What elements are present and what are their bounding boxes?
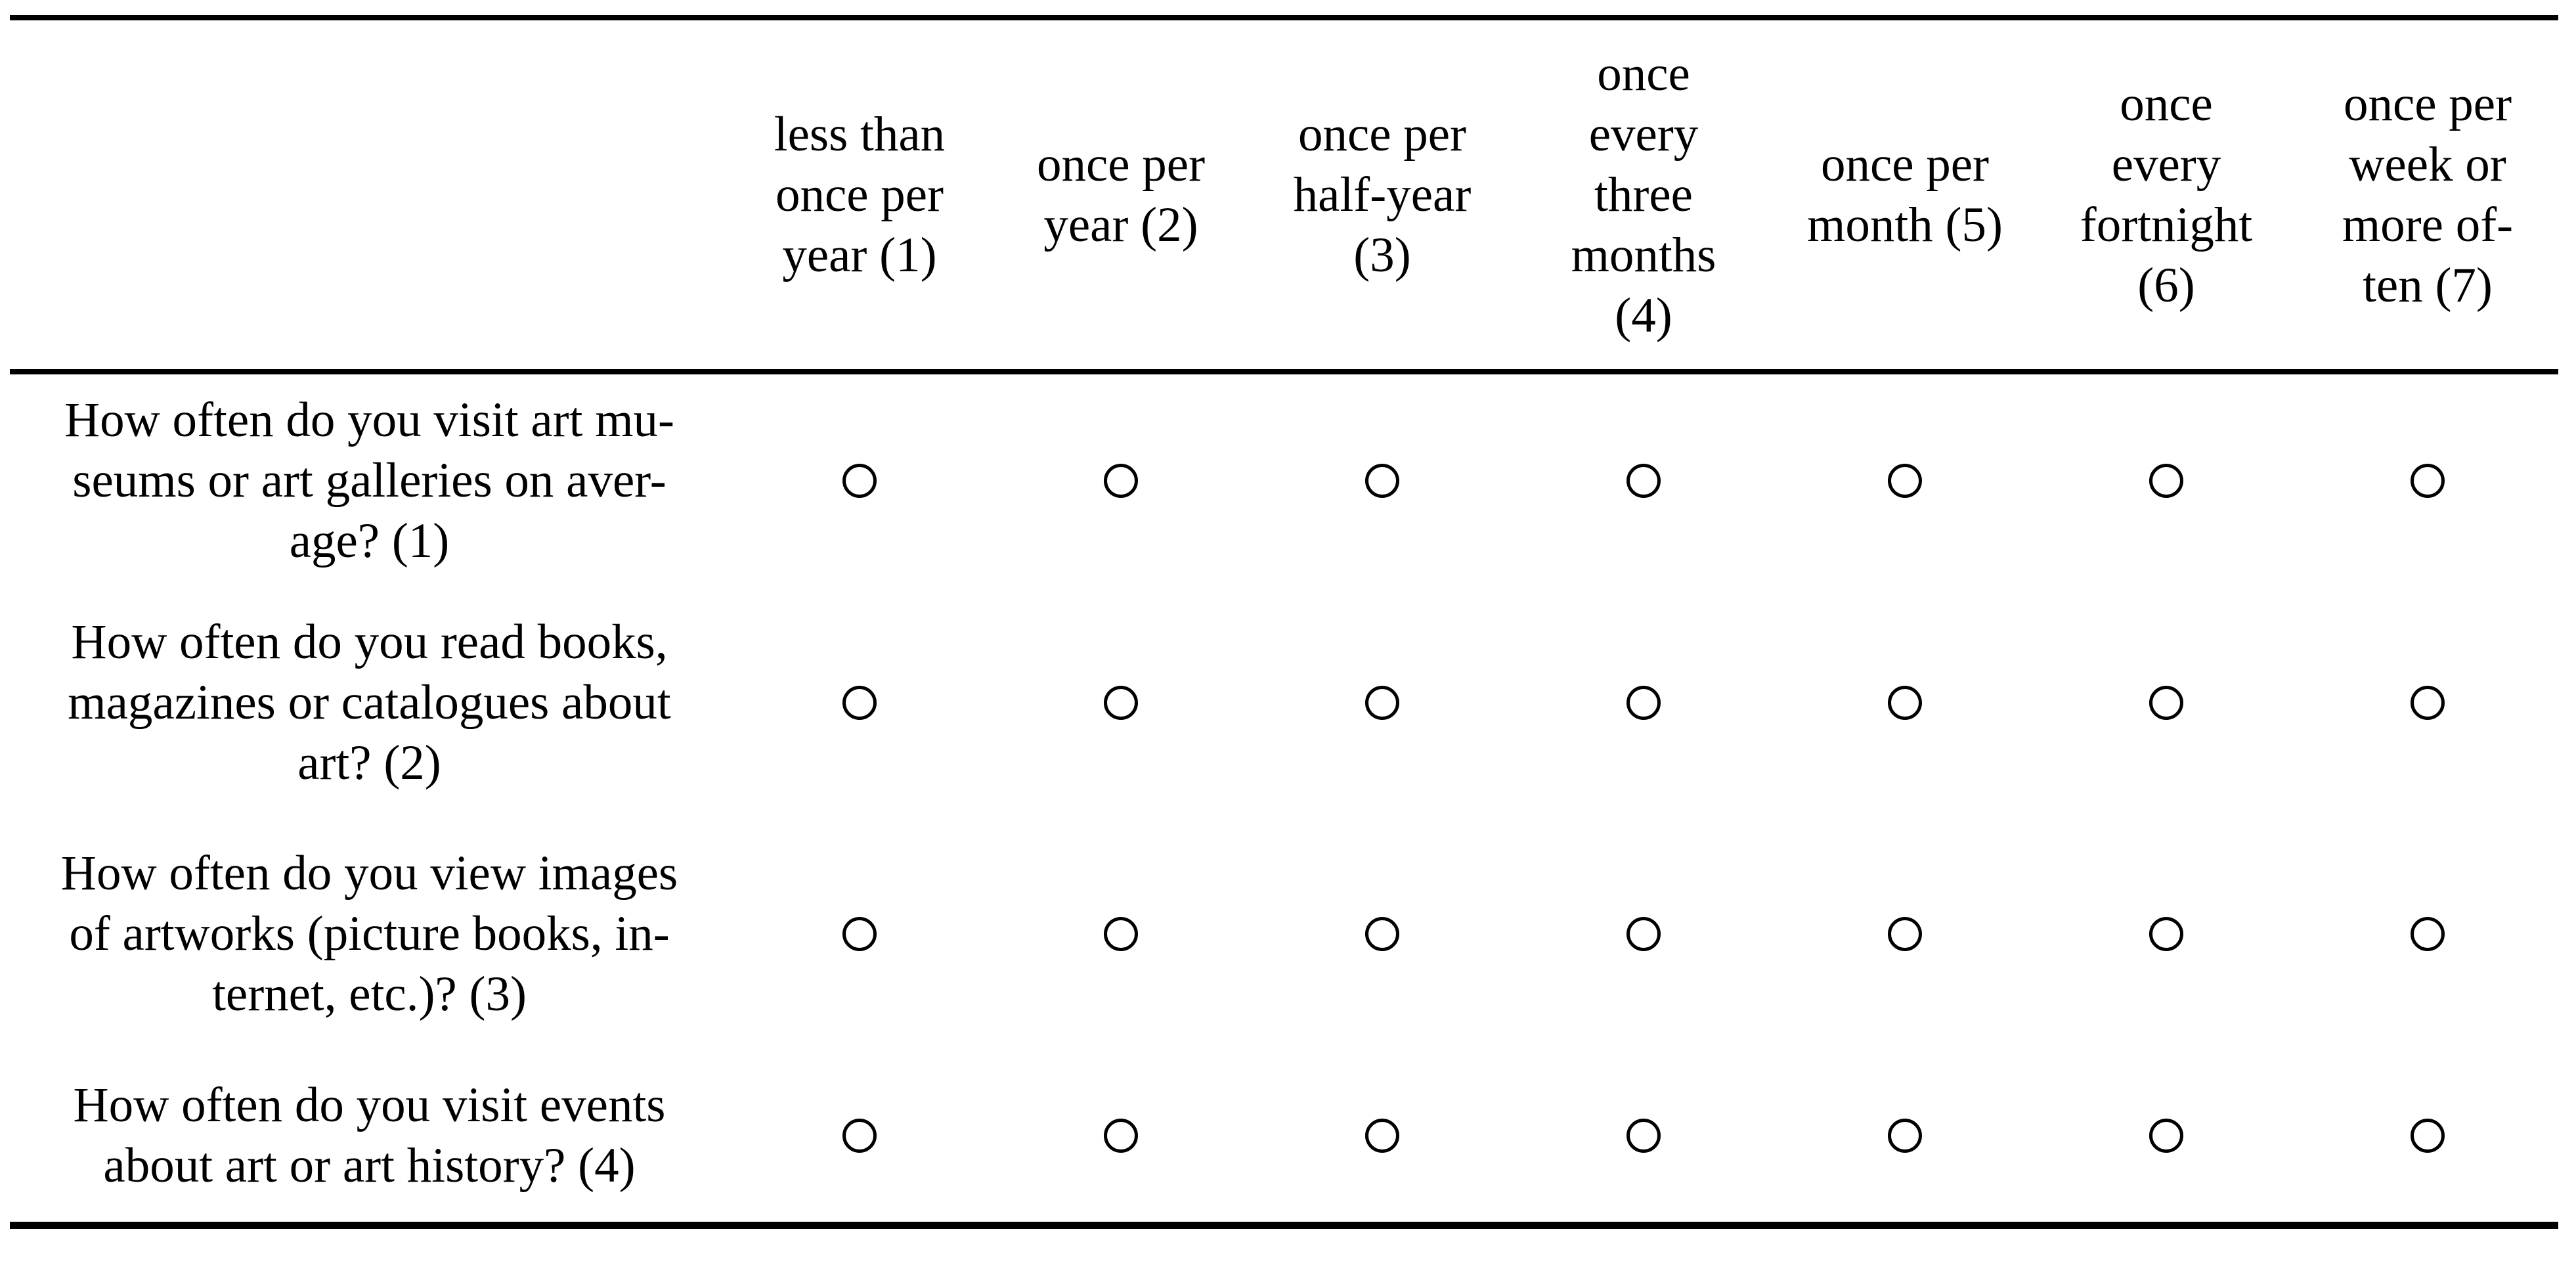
radio-row4-opt7[interactable]: [2411, 1118, 2445, 1153]
column-header-label-7: once per week or more of- ten (7): [2342, 76, 2514, 313]
radio-row4-opt1[interactable]: [842, 1118, 877, 1153]
radio-row1-opt3[interactable]: [1365, 464, 1399, 498]
option-cell: [1252, 587, 1513, 818]
question-cell-3: How often do you view images of artworks…: [10, 818, 729, 1050]
option-cell: [990, 818, 1252, 1050]
option-cell: [2297, 818, 2558, 1050]
radio-row1-opt1[interactable]: [842, 464, 877, 498]
question-text-4: How often do you visit events about art …: [73, 1077, 666, 1193]
option-cell: [2036, 818, 2297, 1050]
column-header-label-6: once every fortnight (6): [2080, 76, 2253, 313]
radio-row2-opt5[interactable]: [1888, 686, 1922, 720]
column-header-2: once per year (2): [990, 18, 1252, 374]
radio-row3-opt1[interactable]: [842, 917, 877, 951]
question-cell-2: How often do you read books, magazines o…: [10, 587, 729, 818]
option-cell: [990, 587, 1252, 818]
radio-row4-opt5[interactable]: [1888, 1118, 1922, 1153]
radio-row3-opt6[interactable]: [2149, 917, 2183, 951]
option-cell: [1774, 818, 2036, 1050]
option-cell: [729, 372, 990, 587]
column-header-1: less than once per year (1): [729, 18, 990, 374]
option-cell: [1252, 1050, 1513, 1225]
option-cell: [1774, 372, 2036, 587]
option-cell: [1252, 818, 1513, 1050]
option-cell: [1513, 372, 1774, 587]
radio-row3-opt4[interactable]: [1626, 917, 1661, 951]
column-header-label-4: once every three months (4): [1571, 46, 1716, 343]
option-cell: [2297, 1050, 2558, 1225]
radio-row1-opt6[interactable]: [2149, 464, 2183, 498]
radio-row2-opt4[interactable]: [1626, 686, 1661, 720]
frequency-matrix-table: less than once per year (1) once per yea…: [10, 15, 2558, 1229]
radio-row3-opt2[interactable]: [1104, 917, 1138, 951]
option-cell: [1252, 372, 1513, 587]
option-cell: [729, 1050, 990, 1225]
radio-row3-opt7[interactable]: [2411, 917, 2445, 951]
radio-row4-opt4[interactable]: [1626, 1118, 1661, 1153]
column-header-label-1: less than once per year (1): [774, 106, 946, 282]
option-cell: [2036, 587, 2297, 818]
option-cell: [1513, 587, 1774, 818]
radio-row3-opt3[interactable]: [1365, 917, 1399, 951]
radio-row2-opt1[interactable]: [842, 686, 877, 720]
header-row: less than once per year (1) once per yea…: [10, 18, 2558, 374]
header-empty-cell: [10, 18, 729, 374]
option-cell: [2297, 587, 2558, 818]
matrix-header: less than once per year (1) once per yea…: [10, 18, 2558, 374]
column-header-label-5: once per month (5): [1807, 137, 2003, 252]
radio-row2-opt6[interactable]: [2149, 686, 2183, 720]
option-cell: [1513, 818, 1774, 1050]
column-header-6: once every fortnight (6): [2036, 18, 2297, 374]
radio-row1-opt4[interactable]: [1626, 464, 1661, 498]
option-cell: [729, 818, 990, 1050]
option-cell: [2036, 372, 2297, 587]
radio-row1-opt7[interactable]: [2411, 464, 2445, 498]
column-header-3: once per half-year (3): [1252, 18, 1513, 374]
question-text-1: How often do you visit art mu- seums or …: [64, 393, 675, 568]
column-header-label-2: once per year (2): [1036, 137, 1206, 252]
option-cell: [729, 587, 990, 818]
question-cell-4: How often do you visit events about art …: [10, 1050, 729, 1225]
option-cell: [2297, 372, 2558, 587]
option-cell: [1513, 1050, 1774, 1225]
column-header-4: once every three months (4): [1513, 18, 1774, 374]
table-row-3: How often do you view images of artworks…: [10, 818, 2558, 1050]
option-cell: [990, 1050, 1252, 1225]
column-header-5: once per month (5): [1774, 18, 2036, 374]
radio-row1-opt2[interactable]: [1104, 464, 1138, 498]
table-row-2: How often do you read books, magazines o…: [10, 587, 2558, 818]
column-header-label-3: once per half-year (3): [1293, 106, 1472, 282]
radio-row4-opt3[interactable]: [1365, 1118, 1399, 1153]
radio-row2-opt2[interactable]: [1104, 686, 1138, 720]
option-cell: [1774, 587, 2036, 818]
radio-row4-opt6[interactable]: [2149, 1118, 2183, 1153]
radio-row2-opt7[interactable]: [2411, 686, 2445, 720]
radio-row2-opt3[interactable]: [1365, 686, 1399, 720]
radio-row1-opt5[interactable]: [1888, 464, 1922, 498]
column-header-7: once per week or more of- ten (7): [2297, 18, 2558, 374]
option-cell: [1774, 1050, 2036, 1225]
table-row-1: How often do you visit art mu- seums or …: [10, 372, 2558, 587]
question-cell-1: How often do you visit art mu- seums or …: [10, 372, 729, 587]
table-row-4: How often do you visit events about art …: [10, 1050, 2558, 1225]
option-cell: [990, 372, 1252, 587]
radio-row3-opt5[interactable]: [1888, 917, 1922, 951]
radio-row4-opt2[interactable]: [1104, 1118, 1138, 1153]
question-text-2: How often do you read books, magazines o…: [68, 615, 671, 790]
question-text-3: How often do you view images of artworks…: [60, 846, 678, 1021]
option-cell: [2036, 1050, 2297, 1225]
matrix-body: How often do you visit art mu- seums or …: [10, 372, 2558, 1225]
